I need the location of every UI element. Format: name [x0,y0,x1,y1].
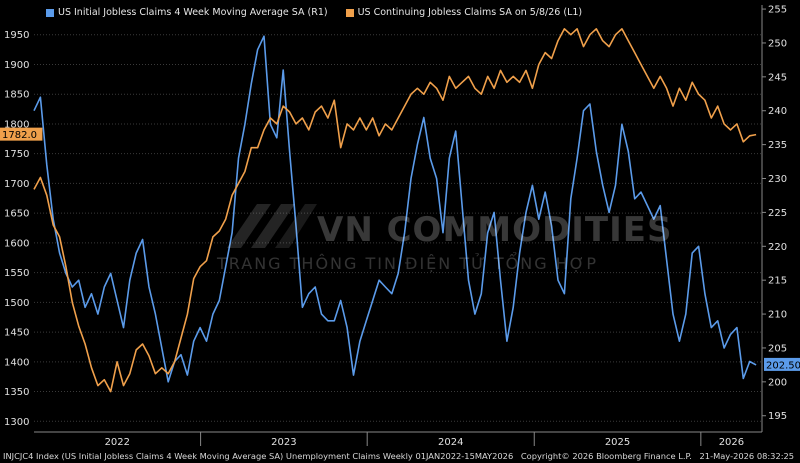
right-tick-label: 255 [768,5,787,16]
right-tick-label: 205 [768,343,787,354]
left-tick-label: 1350 [4,387,29,398]
x-tick-label-2026: 2026 [719,437,744,448]
x-tick-label-2022: 2022 [105,437,130,448]
legend-item-initial-claims: US Initial Jobless Claims 4 Week Moving … [46,7,328,18]
left-tick-label: 1500 [4,298,29,309]
right-tick-label: 230 [768,174,787,185]
footer-ticker: INJCJC4 Index (US Initial Jobless Claims… [3,451,514,461]
footer-copyright: Copyright© 2026 Bloomberg Finance L.P. [520,451,692,461]
right-tick-label: 250 [768,38,787,49]
left-tick-label: 1300 [4,417,29,428]
x-tick-label-2025: 2025 [605,437,630,448]
left-tick-label: 1450 [4,328,29,339]
series-line-left [33,28,757,393]
left-tick-label: 1750 [4,149,29,160]
left-tick-label: 1950 [4,30,29,41]
right-tick-label: 245 [768,72,787,83]
right-tick-label: 225 [768,208,787,219]
footer-timestamp: 21-May-2026 08:32:25 [699,451,795,461]
left-tick-label: 1850 [4,90,29,101]
legend-item-continuing-claims: US Continuing Jobless Claims SA on 5/8/2… [345,7,583,18]
right-tick-label: 210 [768,310,787,321]
right-tick-label: 220 [768,242,787,253]
gridlines [34,34,762,422]
left-last-value-label-box [0,127,43,141]
x-tick-label-2024: 2024 [438,437,463,448]
legend-swatch-blue [46,8,54,17]
right-tick-label: 240 [768,106,787,117]
legend: US Initial Jobless Claims 4 Week Moving … [46,7,582,18]
x-tick-label-2023: 2023 [271,437,296,448]
right-last-value-label: 202.500 [766,360,800,371]
right-tick-label: 235 [768,140,787,151]
right-tick-label: 200 [768,377,787,388]
left-tick-label: 1700 [4,179,29,190]
series-line-right [33,35,757,383]
left-last-value-label: 1782.0 [2,130,37,141]
footer: INJCJC4 Index (US Initial Jobless Claims… [3,451,799,461]
series-lines [33,28,757,393]
axes [34,5,766,446]
legend-label-initial-claims: US Initial Jobless Claims 4 Week Moving … [58,7,328,18]
legend-swatch-orange [345,8,354,17]
left-tick-label: 1650 [4,209,29,220]
left-tick-label: 1800 [4,119,29,130]
legend-label-continuing-claims: US Continuing Jobless Claims SA on 5/8/2… [357,7,583,18]
left-tick-label: 1400 [4,357,29,368]
right-tick-label: 215 [768,276,787,287]
axis-labels: 1300 1350 1400 1450 1500 1550 1600 1650 1700 1750… [0,5,800,448]
left-tick-label: 1900 [4,60,29,71]
right-tick-label: 195 [768,411,787,422]
left-tick-label: 1550 [4,268,29,279]
left-tick-label: 1600 [4,238,29,249]
right-last-value-label-box [764,357,800,371]
